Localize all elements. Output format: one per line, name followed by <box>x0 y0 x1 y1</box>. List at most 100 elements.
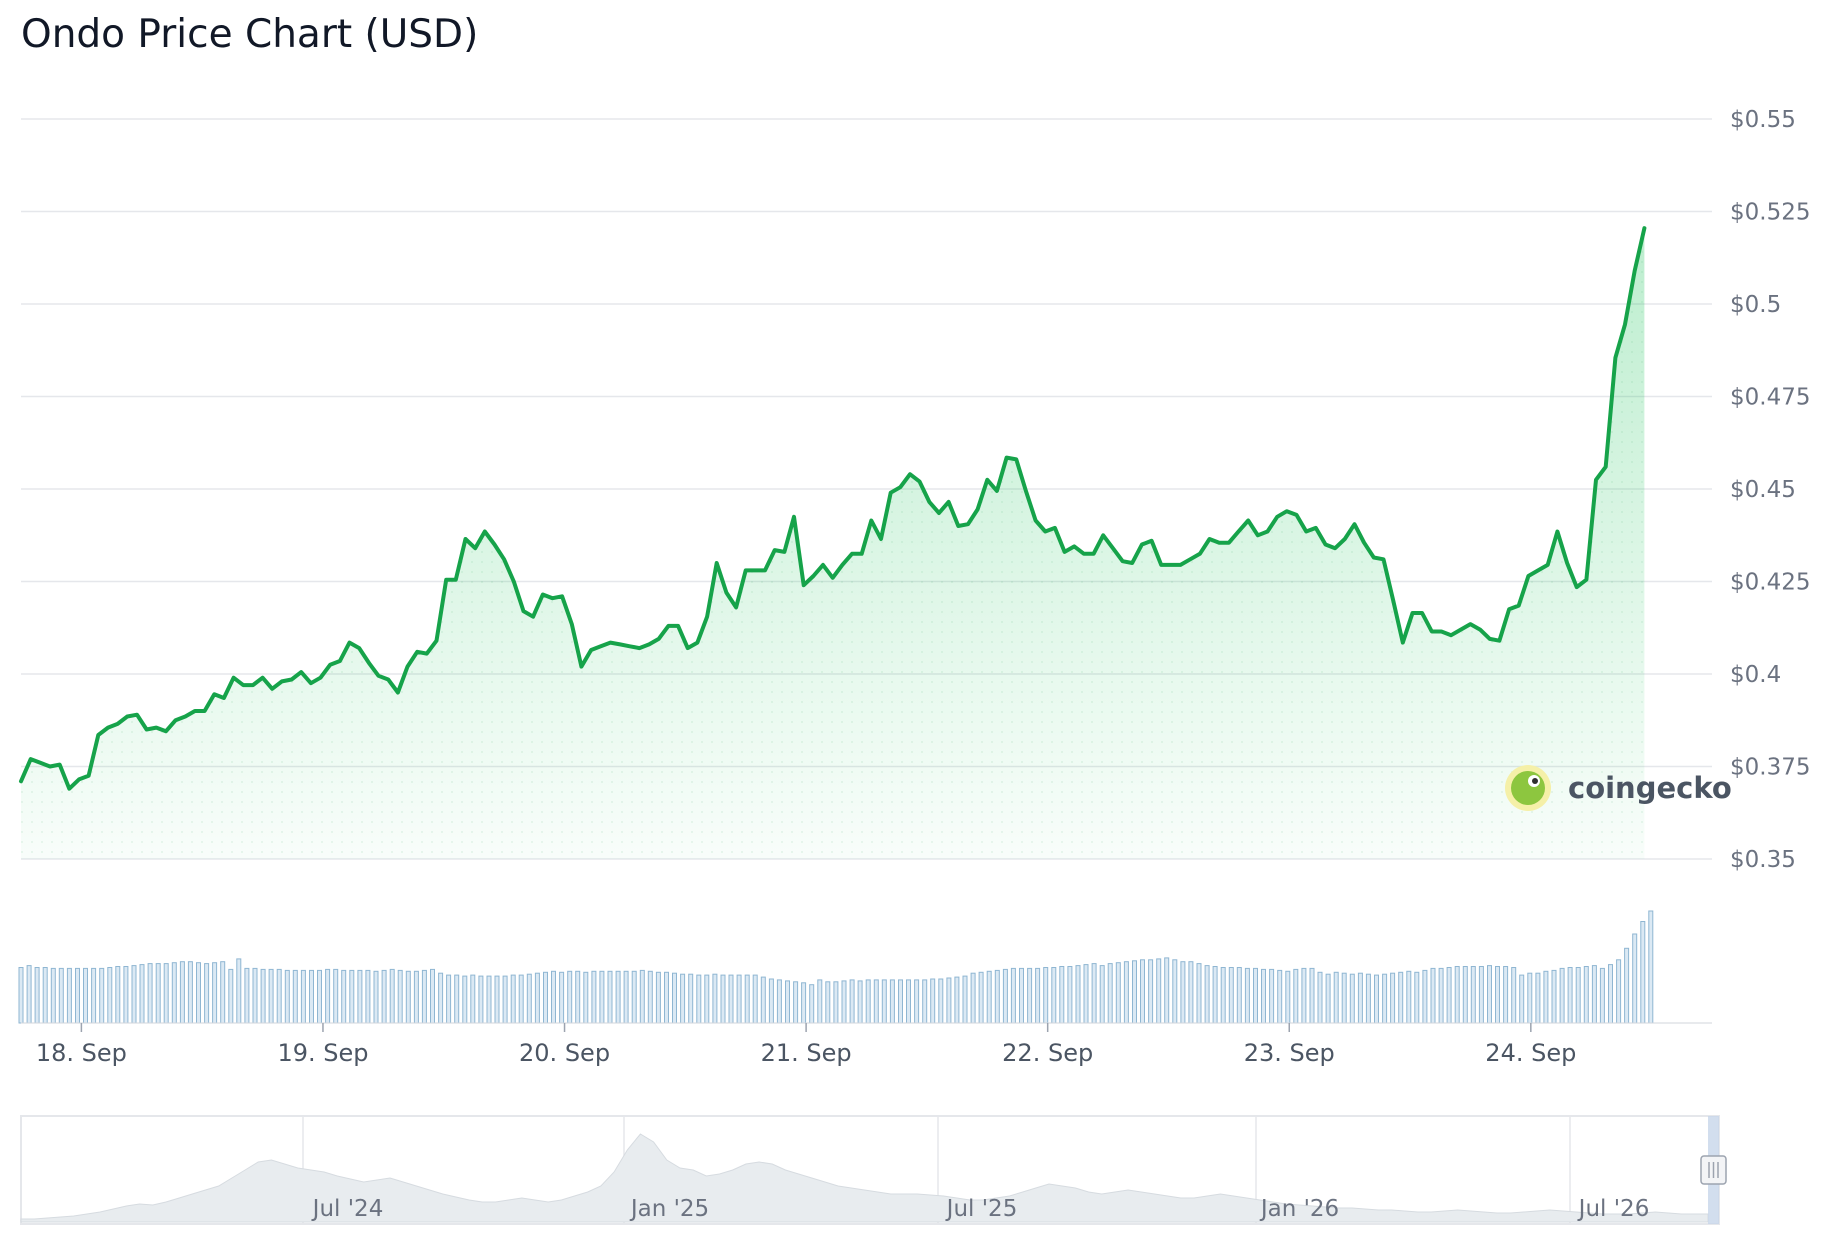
volume-bar <box>776 979 782 1024</box>
volume-bar <box>1164 957 1170 1024</box>
volume-bar <box>236 958 242 1024</box>
volume-bar <box>66 967 72 1024</box>
volume-bar <box>1648 910 1654 1024</box>
volume-bar <box>1591 965 1597 1024</box>
volume-bar <box>438 972 444 1024</box>
chart-title: Ondo Price Chart (USD) <box>21 12 479 57</box>
volume-bar <box>155 963 161 1024</box>
y-tick-label: $0.475 <box>1730 385 1810 411</box>
volume-bar <box>317 969 322 1024</box>
volume-bar <box>1123 961 1129 1024</box>
volume-bar <box>1519 974 1525 1024</box>
volume-bar <box>994 969 1000 1024</box>
price-area-dots <box>21 228 1645 859</box>
volume-bar <box>196 962 201 1024</box>
volume-bar <box>1261 968 1266 1024</box>
volume-bar <box>1495 966 1500 1024</box>
volume-bar <box>728 974 734 1024</box>
volume-bar <box>381 969 387 1024</box>
volume-bar <box>147 963 153 1024</box>
volume-bar <box>1535 972 1541 1024</box>
volume-bar <box>946 977 952 1024</box>
volume-bar <box>664 971 669 1024</box>
volume-bar <box>680 973 686 1024</box>
volume-bar <box>768 978 774 1024</box>
volume-bar <box>478 975 484 1024</box>
volume-bar <box>1132 960 1137 1024</box>
volume-bar <box>1107 963 1113 1024</box>
volume-bar <box>1115 962 1121 1024</box>
y-tick-label: $0.525 <box>1730 200 1810 226</box>
volume-bar <box>1236 967 1242 1024</box>
volume-bar <box>333 968 339 1024</box>
volume-bar <box>228 968 234 1024</box>
volume-bar <box>1640 921 1646 1024</box>
y-axis-labels: $0.35 $0.375 $0.4 $0.425 $0.45 $0.475 $0.5 $0.5… <box>1730 107 1810 873</box>
volume-bar <box>163 963 169 1024</box>
y-tick-label: $0.45 <box>1730 477 1796 503</box>
x-tick-label: 19. Sep <box>277 1039 368 1067</box>
volume-bar <box>1624 947 1630 1024</box>
navigator-handle[interactable] <box>1700 1155 1727 1185</box>
volume-bar <box>1188 961 1194 1024</box>
volume-bar <box>575 970 581 1024</box>
volume-bar <box>171 962 177 1024</box>
volume-bar <box>1487 965 1492 1024</box>
volume-bar <box>1414 971 1420 1024</box>
volume-bar <box>1422 969 1428 1024</box>
volume-bar <box>1575 967 1581 1024</box>
volume-bar <box>341 969 347 1024</box>
volume-bar <box>655 971 661 1024</box>
volume-bar <box>50 967 56 1024</box>
volume-bar <box>454 974 460 1024</box>
y-tick-label: $0.4 <box>1730 662 1781 688</box>
volume-bar <box>179 961 185 1024</box>
volume-bar <box>1027 967 1033 1024</box>
volume-bar <box>1317 971 1323 1024</box>
volume-bar <box>1140 959 1145 1024</box>
volume-bar <box>865 979 871 1024</box>
volume-bar <box>115 966 121 1024</box>
volume-bar <box>1269 968 1275 1024</box>
navigator[interactable]: Jul '24 Jan '25 Jul '25 Jan '26 Jul '26 <box>20 1115 1727 1225</box>
volume-bar <box>389 968 395 1024</box>
y-tick-label: $0.5 <box>1730 292 1781 318</box>
volume-bar <box>801 982 807 1024</box>
volume-bar <box>1212 966 1218 1024</box>
volume-bar <box>1503 966 1509 1024</box>
volume-bar <box>1559 967 1565 1024</box>
volume-bar <box>1333 971 1339 1024</box>
volume-bar <box>1277 969 1283 1024</box>
volume-bar <box>1043 967 1049 1024</box>
volume-bar <box>1470 966 1476 1024</box>
volume-bar <box>1341 972 1347 1024</box>
volume-bar <box>591 970 597 1024</box>
y-tick-label: $0.55 <box>1730 107 1796 133</box>
volume-bar <box>357 969 363 1024</box>
volume-bar <box>413 970 419 1024</box>
volume-bar <box>543 971 548 1024</box>
navigator-label: Jul '25 <box>945 1196 1018 1222</box>
volume-bar <box>446 974 452 1024</box>
volume-bar <box>405 970 411 1024</box>
coingecko-logo-icon <box>1505 765 1551 811</box>
volume-bar <box>1075 965 1081 1024</box>
volume-bar <box>938 978 944 1024</box>
navigator-label: Jan '25 <box>629 1196 709 1222</box>
price-line[interactable] <box>19 226 1647 791</box>
volume-bar <box>260 968 266 1024</box>
volume-bar <box>1293 968 1299 1024</box>
volume-bar <box>567 970 573 1024</box>
navigator-label: Jul '24 <box>311 1196 384 1222</box>
volume-bar <box>720 974 726 1024</box>
volume-bar <box>1059 966 1065 1024</box>
volume-bar <box>688 973 694 1024</box>
volume-bar <box>825 981 831 1024</box>
volume-bar <box>841 980 847 1024</box>
y-tick-label: $0.425 <box>1730 570 1810 596</box>
volume-bar <box>712 973 718 1024</box>
volume-bar <box>421 969 427 1024</box>
volume-bar <box>276 968 282 1024</box>
volume-bar <box>631 970 637 1024</box>
